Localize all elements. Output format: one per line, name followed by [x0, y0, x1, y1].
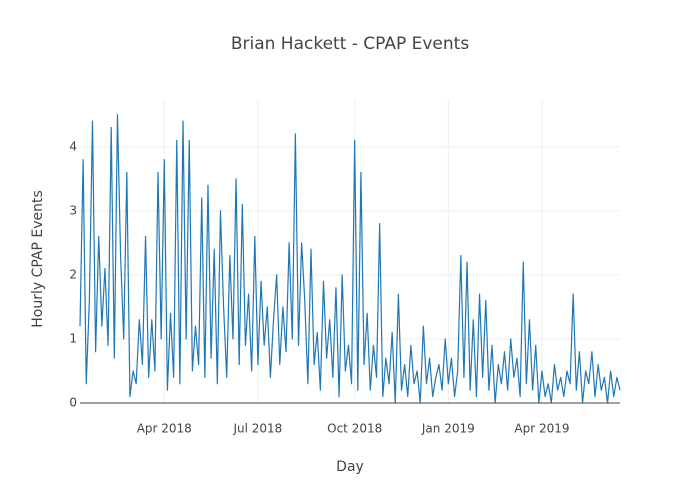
chart-title: Brian Hackett - CPAP Events	[231, 34, 470, 54]
x-tick-label: Apr 2018	[137, 422, 192, 436]
y-tick-label: 3	[69, 203, 77, 217]
y-tick-label: 0	[69, 396, 77, 410]
x-tick-label: Jan 2019	[421, 422, 475, 436]
x-tick-label: Jul 2018	[232, 422, 282, 436]
x-axis-title: Day	[336, 459, 364, 475]
y-tick-label: 1	[69, 331, 77, 345]
x-tick-label: Apr 2019	[514, 422, 569, 436]
y-tick-label: 2	[69, 267, 77, 281]
x-tick-label: Oct 2018	[327, 422, 382, 436]
data-line	[79, 114, 621, 404]
y-tick-label: 4	[69, 139, 77, 153]
y-axis-title: Hourly CPAP Events	[30, 190, 46, 328]
